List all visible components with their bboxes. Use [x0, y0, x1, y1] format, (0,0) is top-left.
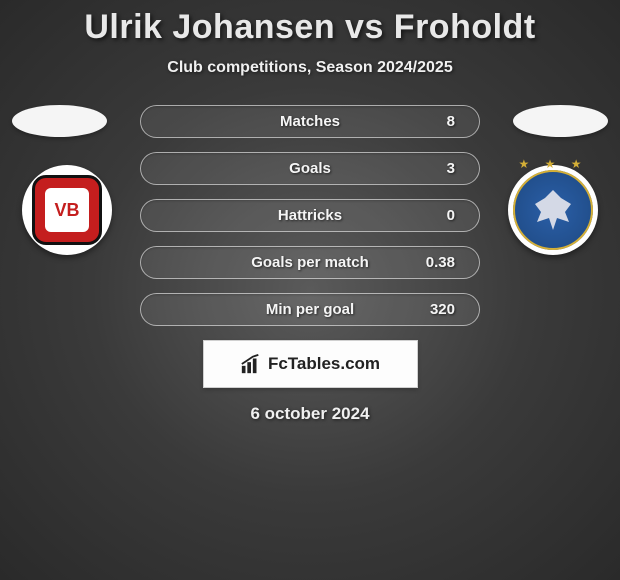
- stat-value: 3: [447, 160, 455, 177]
- fctables-link[interactable]: FcTables.com: [203, 340, 418, 388]
- team-badge-left: VB: [22, 165, 112, 255]
- badge-left-text: VB: [54, 200, 79, 221]
- badge-stars-icon: ★ ★ ★: [508, 157, 598, 171]
- comparison-content: VB ★ ★ ★ Matches 8 Goals 3 Hattricks 0 G…: [0, 105, 620, 424]
- fctables-label: FcTables.com: [268, 354, 380, 374]
- comparison-date: 6 october 2024: [0, 404, 620, 424]
- comparison-title: Ulrik Johansen vs Froholdt: [0, 0, 620, 47]
- stat-row-hattricks: Hattricks 0: [140, 199, 480, 232]
- stat-row-matches: Matches 8: [140, 105, 480, 138]
- stat-label: Matches: [165, 113, 455, 130]
- stats-table: Matches 8 Goals 3 Hattricks 0 Goals per …: [140, 105, 480, 326]
- lion-icon: [533, 190, 573, 230]
- vejle-badge-icon: VB: [32, 175, 102, 245]
- stat-row-goals-per-match: Goals per match 0.38: [140, 246, 480, 279]
- player-right-placeholder: [513, 105, 608, 137]
- stat-value: 0: [447, 207, 455, 224]
- stat-label: Goals: [165, 160, 455, 177]
- team-badge-right: ★ ★ ★: [508, 165, 598, 255]
- stat-row-goals: Goals 3: [140, 152, 480, 185]
- copenhagen-badge-icon: [513, 170, 593, 250]
- stat-value: 0.38: [426, 254, 455, 271]
- player-left-placeholder: [12, 105, 107, 137]
- stat-label: Goals per match: [165, 254, 455, 271]
- stat-label: Min per goal: [165, 301, 455, 318]
- comparison-subtitle: Club competitions, Season 2024/2025: [0, 59, 620, 77]
- stat-label: Hattricks: [165, 207, 455, 224]
- bar-chart-icon: [240, 353, 262, 375]
- stat-row-min-per-goal: Min per goal 320: [140, 293, 480, 326]
- stat-value: 320: [430, 301, 455, 318]
- stat-value: 8: [447, 113, 455, 130]
